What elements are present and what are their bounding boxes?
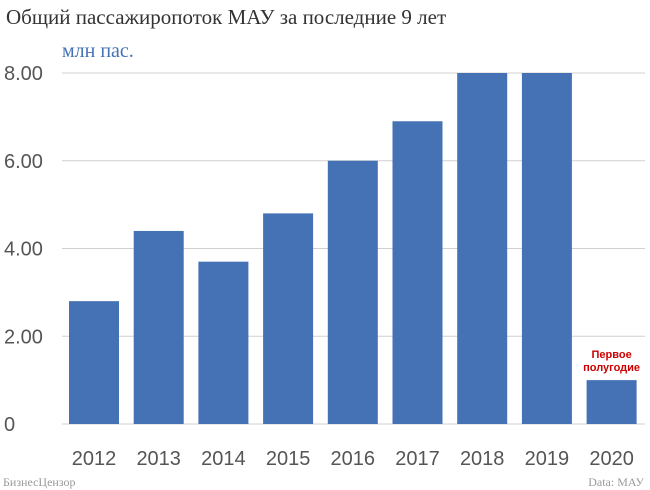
y-tick-label: 4.00 [4, 239, 43, 261]
x-tick-label: 2020 [589, 448, 634, 470]
bar-2016 [327, 160, 378, 424]
annotation-line: полугодие [583, 362, 640, 374]
x-tick-label: 2016 [331, 448, 376, 470]
x-tick-label: 2019 [525, 448, 570, 470]
bar-2020 [586, 380, 637, 424]
source-left: БизнесЦензор [3, 475, 76, 489]
chart-title: Общий пассажиропоток МАУ за последние 9 … [6, 5, 447, 29]
x-tick-label: 2015 [266, 448, 311, 470]
y-tick-label: 2.00 [4, 326, 43, 348]
bar-2017 [392, 121, 443, 424]
annotation-line: Первое [591, 349, 631, 361]
x-tick-label: 2013 [136, 448, 181, 470]
bar-2019 [521, 73, 572, 424]
source-right: Data: МАУ [588, 475, 644, 489]
bar-2015 [263, 213, 314, 424]
bar-2018 [457, 73, 508, 424]
y-tick-label: 0 [4, 414, 15, 436]
y-tick-label: 8.00 [4, 63, 43, 85]
y-tick-label: 6.00 [4, 151, 43, 173]
x-tick-label: 2017 [395, 448, 440, 470]
x-tick-label: 2018 [460, 448, 505, 470]
bar-2012 [69, 301, 119, 424]
y-axis-unit: млн пас. [62, 40, 134, 62]
x-tick-label: 2014 [201, 448, 246, 470]
bar-2014 [198, 261, 249, 424]
bar-2013 [133, 230, 184, 424]
x-tick-label: 2012 [72, 448, 117, 470]
